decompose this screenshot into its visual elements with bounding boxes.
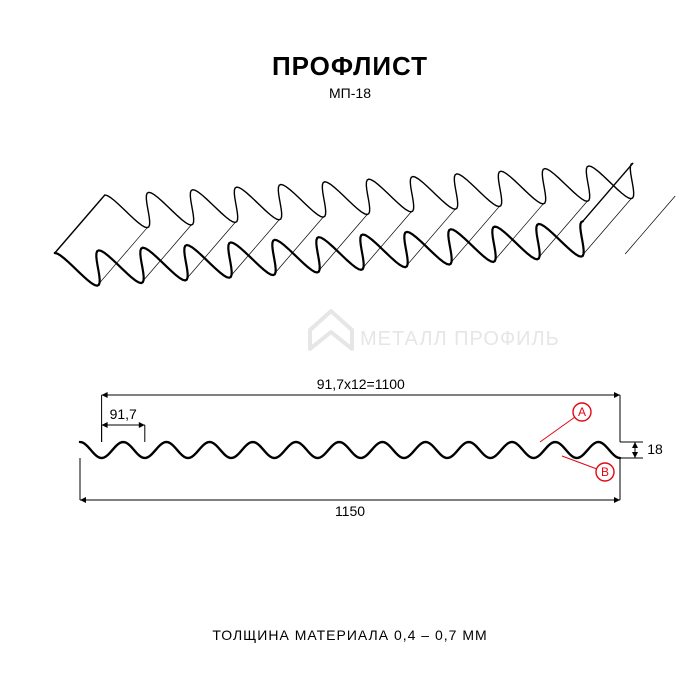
dim-pitch: 91,7 [110,406,137,422]
marker-a: A [578,405,586,419]
dim-height: 18 [647,441,663,457]
title: ПРОФЛИСТ [272,51,428,81]
dim-effective: 91,7х12=1100 [317,376,405,392]
perspective-sheet [55,163,675,285]
footer-text: ТОЛЩИНА МАТЕРИАЛА 0,4 – 0,7 ММ [212,627,487,643]
dim-total: 1150 [335,503,365,519]
marker-b: B [601,465,609,479]
subtitle: МП-18 [329,85,371,101]
profile-section: 91,7х12=1100 91,7 1150 18 A B [80,376,663,519]
watermark-text: МЕТАЛЛ ПРОФИЛЬ [360,328,560,350]
